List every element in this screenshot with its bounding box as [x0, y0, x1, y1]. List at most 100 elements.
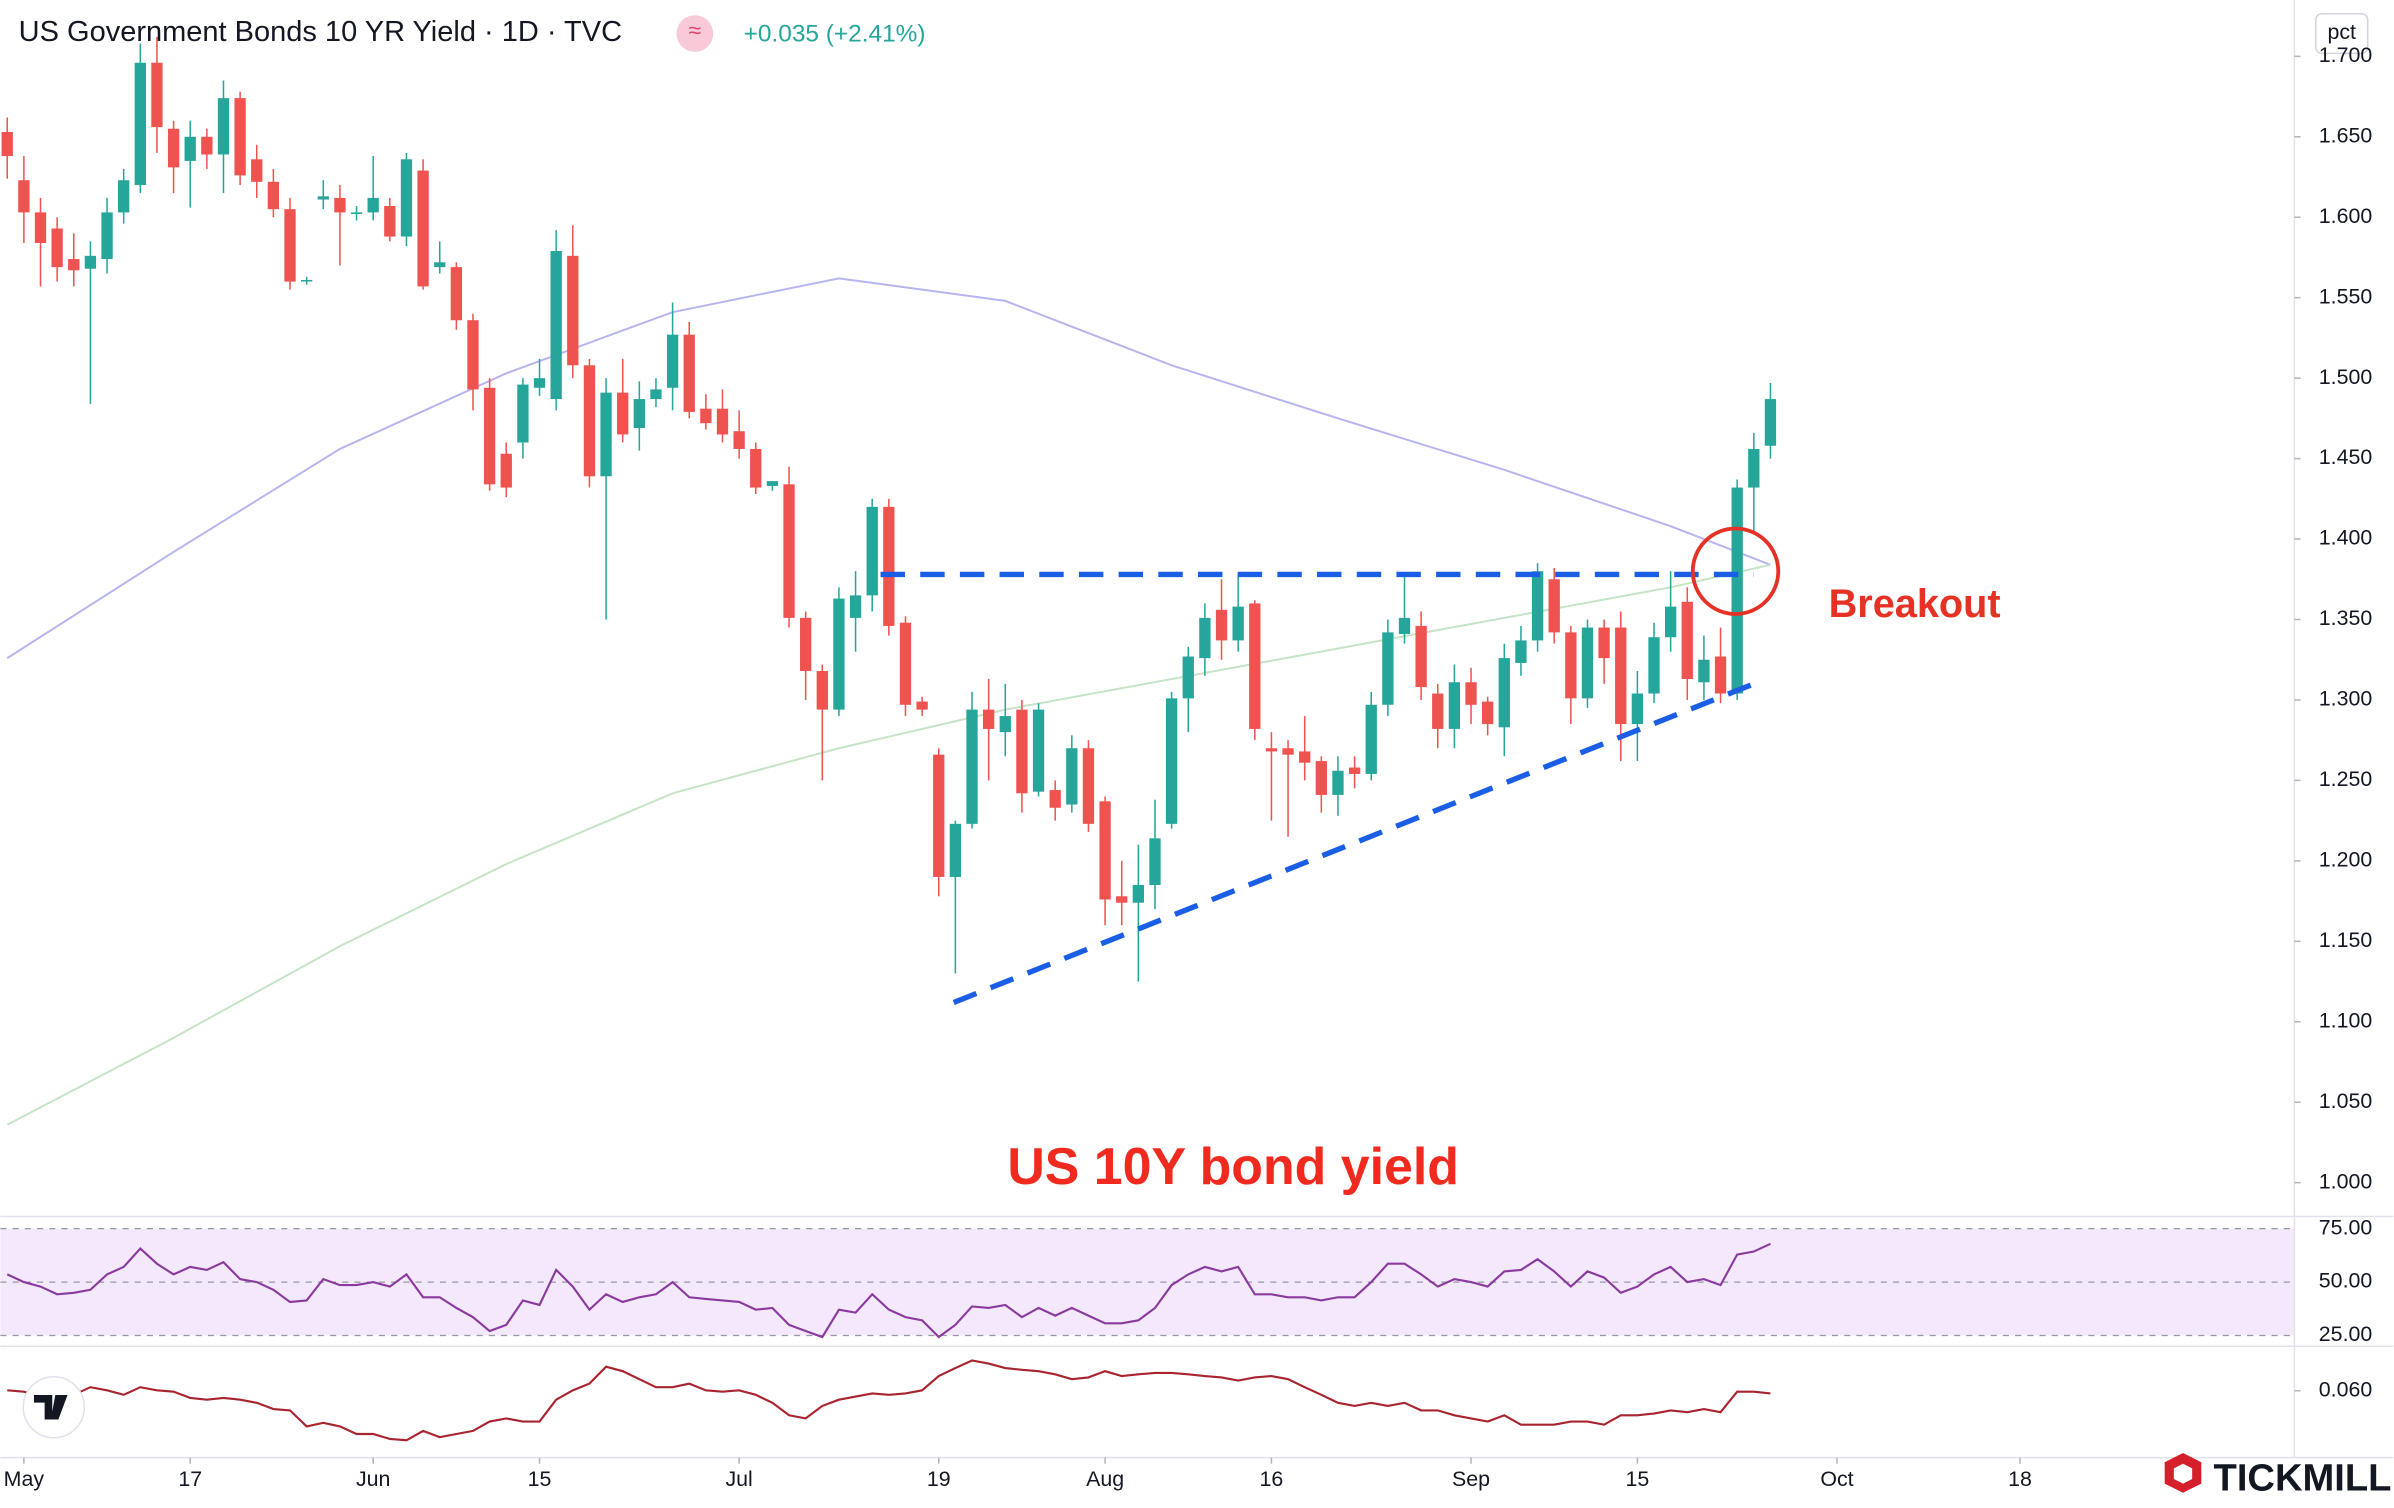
x-tick-label: Jul [725, 1467, 752, 1491]
candle-body [417, 170, 429, 287]
candle-body [1016, 709, 1028, 794]
x-tick-label: Sep [1452, 1467, 1490, 1491]
y-tick-label: 1.150 [2319, 928, 2373, 952]
x-tick-label: Oct [1820, 1467, 1853, 1491]
candle-body [500, 453, 512, 488]
candle-body [1315, 761, 1327, 795]
candle-body [600, 392, 612, 477]
y-tick-label: 75.00 [2319, 1215, 2373, 1239]
x-tick-label: 15 [1625, 1467, 1649, 1491]
candle-body [101, 212, 113, 260]
candle-body [1531, 571, 1544, 641]
candle-body [1764, 399, 1777, 446]
candle-body [1731, 487, 1743, 694]
candle-body [267, 181, 280, 210]
candle-body [1398, 617, 1411, 634]
candle-body [1149, 838, 1161, 886]
trend-line [952, 681, 1755, 1005]
candle-body [483, 387, 496, 485]
moving-average [6, 277, 1771, 659]
y-tick-label: 1.650 [2319, 123, 2373, 147]
candle-body [816, 670, 828, 710]
candle-body [783, 484, 795, 618]
x-tick-label: 16 [1260, 1467, 1284, 1491]
candle-body [217, 98, 230, 155]
candle-body [1132, 885, 1145, 903]
y-tick-label: 1.500 [2319, 365, 2373, 389]
price-change: +0.035 (+2.41%) [744, 21, 926, 48]
breakout-marker [1690, 526, 1781, 616]
candle-body [184, 136, 196, 161]
candle-body [400, 159, 413, 237]
y-tick-label: 1.250 [2319, 767, 2373, 791]
candle-body [1748, 448, 1760, 488]
y-tick-label: 1.700 [2319, 43, 2373, 67]
candle-body [467, 320, 479, 390]
annotation: Breakout [1829, 582, 2001, 626]
candle-body [716, 408, 729, 435]
candle-body [1348, 767, 1361, 774]
candle-body [1565, 632, 1577, 699]
y-tick-label: 1.200 [2319, 848, 2373, 872]
candle-body [766, 481, 779, 486]
annotation: US 10Y bond yield [1007, 1137, 1459, 1195]
candle-body [1465, 682, 1477, 705]
brand-name: TICKMILL [2214, 1457, 2392, 1500]
candle-body [1482, 701, 1494, 725]
candle-body [966, 709, 978, 824]
candle-body [1249, 603, 1261, 729]
y-tick-label: 1.100 [2319, 1008, 2373, 1032]
candle-body [1215, 609, 1228, 641]
candle-body [1165, 698, 1178, 824]
candle-body [1714, 656, 1727, 694]
candle-body [450, 267, 463, 321]
y-tick-label: 0.060 [2319, 1377, 2373, 1401]
y-tick-label: 25.00 [2319, 1322, 2373, 1346]
candle-body [550, 251, 562, 400]
candle-body [68, 259, 80, 271]
candle-body [916, 701, 928, 710]
candle-body [1182, 656, 1194, 699]
candle-body [367, 197, 379, 213]
candle-body [633, 399, 645, 429]
candle-body [1049, 790, 1061, 808]
unit-label: pct [2327, 20, 2356, 44]
x-tick-label: Aug [1086, 1467, 1124, 1491]
candle-body [800, 617, 812, 671]
candle-body [1032, 709, 1045, 792]
candle-body [849, 595, 862, 618]
unit-box [2315, 12, 2369, 55]
candle-body [1332, 770, 1344, 795]
x-tick-label: 15 [528, 1467, 552, 1491]
y-tick-label: 1.550 [2319, 284, 2373, 308]
candle-body [334, 197, 346, 213]
panes: Breakout US 10Y bond yield [0, 37, 2295, 1442]
candle-body [350, 212, 363, 215]
candle-body [1598, 627, 1610, 659]
candle-body [883, 506, 895, 626]
candle-body [866, 506, 878, 596]
candle-body [1698, 659, 1710, 683]
y-tick-label: 1.300 [2319, 687, 2373, 711]
candle-body [1232, 606, 1244, 641]
y-tick-label: 1.600 [2319, 204, 2373, 228]
y-tick-label: 1.450 [2319, 445, 2373, 469]
candle-body [1, 131, 13, 157]
tv-logo-glyph [33, 1395, 68, 1420]
candle-body [1282, 748, 1294, 755]
x-tick-label: Jun [356, 1467, 390, 1491]
candle-body [982, 709, 995, 729]
candle-body [1382, 632, 1394, 705]
x-tick-label: May [4, 1467, 45, 1491]
candle-body [733, 431, 745, 449]
candle-body [1066, 748, 1078, 805]
candle-body [1299, 751, 1311, 763]
candle-body [251, 159, 263, 182]
candle-body [1681, 601, 1693, 680]
candle-body [650, 389, 662, 400]
candle-body [317, 196, 329, 200]
candle-body [700, 408, 712, 424]
candle-body [1365, 704, 1377, 774]
